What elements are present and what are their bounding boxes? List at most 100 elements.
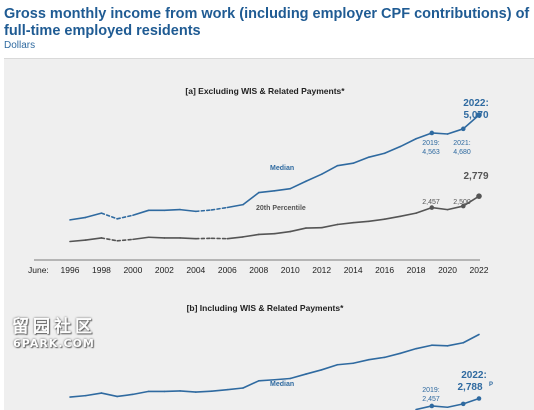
income-chart: [a] Excluding WIS & Related Payments* Jun… <box>4 59 534 410</box>
panel-a-p20-callout-value: 2,457 <box>422 199 440 206</box>
panel-a-p20-line-segment <box>416 208 432 214</box>
panel-a-x-tick-label: 2008 <box>249 265 268 275</box>
panel-b-median-line-segment <box>243 381 259 388</box>
panel-a-p20-line-segment <box>180 238 196 239</box>
panel-b-median-line-segment <box>463 335 479 343</box>
panel-a-x-tick-label: 1996 <box>61 265 80 275</box>
panel-a-p20-line-segment <box>117 239 133 240</box>
panel-a-median-series-label: Median <box>270 165 294 172</box>
panel-b-median-line-segment <box>117 394 133 396</box>
panel-b-median-line-segment <box>212 390 228 391</box>
panel-a-p20-line-segment <box>243 234 259 236</box>
panel-b-p20-line-segment <box>432 406 448 407</box>
panel-a-p20-callout-value: 2,779 <box>463 171 488 182</box>
panel-b-median-line-segment <box>227 388 243 390</box>
panel-a-p20-marker <box>476 193 482 199</box>
panel-b-median-line-segment <box>196 391 212 392</box>
panel-a-median-line-segment <box>369 153 385 157</box>
panel-a-x-tick-label: 2014 <box>344 265 363 275</box>
panel-b-median-line-segment <box>448 343 464 346</box>
panel-a-p20-line-segment <box>369 219 385 221</box>
panel-a-x-tick-label: 2020 <box>438 265 457 275</box>
panel-a-x-tick-label: 2012 <box>312 265 331 275</box>
panel-b-median-line-segment <box>133 391 149 394</box>
panel-b-p20-line-segment <box>463 399 479 404</box>
panel-a-median-line-segment <box>322 166 338 175</box>
panel-b-p20-marker <box>461 402 466 407</box>
panel-a-x-tick-label: 2000 <box>123 265 142 275</box>
panel-a-p20-line-segment <box>133 237 149 239</box>
panel-b-title: [b] Including WIS & Related Payments* <box>187 303 344 313</box>
panel-a-p20-line-segment <box>101 238 117 241</box>
panel-a-median-line-segment <box>290 181 306 188</box>
panel-b-median-line-segment <box>416 345 432 348</box>
panel-b-median-line-segment <box>86 393 102 396</box>
panel-a-p20-line-segment <box>149 237 165 238</box>
panel-a-x-axis-prefix: June: <box>28 265 49 275</box>
panel-a-median-line-segment <box>243 193 259 205</box>
panel-a-p20-series-label: 20th Percentile <box>256 205 306 212</box>
panel-a-x-tick-label: 2006 <box>218 265 237 275</box>
panel-a-p20-line-segment <box>385 216 401 219</box>
panel-b-median-line-segment <box>180 391 196 392</box>
panel-a-median-line-segment <box>180 210 196 212</box>
panel-a-p20-line-segment <box>337 223 353 225</box>
panel-a-x-tick-label: 2002 <box>155 265 174 275</box>
panel-a-median-line-segment <box>101 213 117 219</box>
panel-a-median-line-segment <box>196 210 212 211</box>
panel-a-median-line-segment <box>275 189 291 191</box>
panel-a-median-line-segment <box>86 213 102 217</box>
panel-a-median-line-segment <box>259 191 275 193</box>
panel-a-median-callout-label: 2022: <box>463 98 489 109</box>
panel-b-median-line-segment <box>432 345 448 346</box>
units-label: Dollars <box>4 40 35 51</box>
panel-b-p20-marker <box>430 404 435 409</box>
panel-a-p20-line-segment <box>322 224 338 227</box>
panel-b-median-line-segment <box>101 393 117 396</box>
panel-b-median-line-segment <box>275 378 291 379</box>
panel-a-median-line-segment <box>400 139 416 147</box>
panel-a-median-line-segment <box>337 163 353 165</box>
panel-a-median-line-segment <box>385 147 401 154</box>
panel-b-median-line-segment <box>322 365 338 370</box>
panel-b-p20-marker <box>477 396 482 401</box>
panel-a-median-line-segment <box>117 215 133 219</box>
chart-panel: [a] Excluding WIS & Related Payments* Jun… <box>4 58 534 410</box>
watermark-text-line1: 留园社区 <box>4 312 104 337</box>
panel-a-median-line-segment <box>227 205 243 208</box>
panel-a-x-tick-label: 2022 <box>470 265 489 275</box>
panel-a-x-tick-label: 2004 <box>186 265 205 275</box>
panel-a-p20-line-segment <box>70 240 86 241</box>
panel-a-median-line-segment <box>164 210 180 211</box>
panel-b-median-line-segment <box>353 360 369 364</box>
panel-a-median-line-segment <box>432 133 448 134</box>
panel-a-median-line-segment <box>416 133 432 139</box>
panel-a-median-marker <box>430 131 435 136</box>
panel-a-median-line-segment <box>448 129 464 134</box>
panel-b-median-line-segment <box>70 396 86 397</box>
panel-a-median-callout-value: 4,563 <box>422 149 440 156</box>
panel-a-median-line-segment <box>353 157 369 163</box>
panel-a-x-tick-label: 2010 <box>281 265 300 275</box>
panel-b-median-line-segment <box>400 349 416 354</box>
panel-a-median-line-segment <box>133 210 149 215</box>
panel-a-title: [a] Excluding WIS & Related Payments* <box>185 86 345 96</box>
panel-b-p20-callout-label: 2019: <box>422 387 440 394</box>
panel-b-p20-callout-suffix: P <box>489 382 493 388</box>
panel-a-p20-line-segment <box>275 232 291 234</box>
panel-b-median-line-segment <box>290 374 306 378</box>
panel-b-p20-callout-value: 2,788 <box>457 382 482 393</box>
panel-a-median-marker <box>461 127 466 132</box>
panel-a-p20-line-segment <box>448 206 464 210</box>
panel-a-p20-line-segment <box>290 228 306 232</box>
watermark-text-line2: 6PARK.COM <box>4 337 104 350</box>
panel-a-x-tick-label: 1998 <box>92 265 111 275</box>
panel-a-p20-line-segment <box>259 234 275 235</box>
panel-a-p20-line-segment <box>227 237 243 239</box>
panel-a-median-callout-value: 4,680 <box>453 149 471 156</box>
panel-a-p20-line-segment <box>353 221 369 222</box>
panel-a-x-tick-label: 2018 <box>407 265 426 275</box>
panel-b-median-line-segment <box>369 357 385 359</box>
panel-b-p20-callout-label: 2022: <box>461 370 487 381</box>
panel-a-median-callout-label: 2019: <box>422 140 440 147</box>
